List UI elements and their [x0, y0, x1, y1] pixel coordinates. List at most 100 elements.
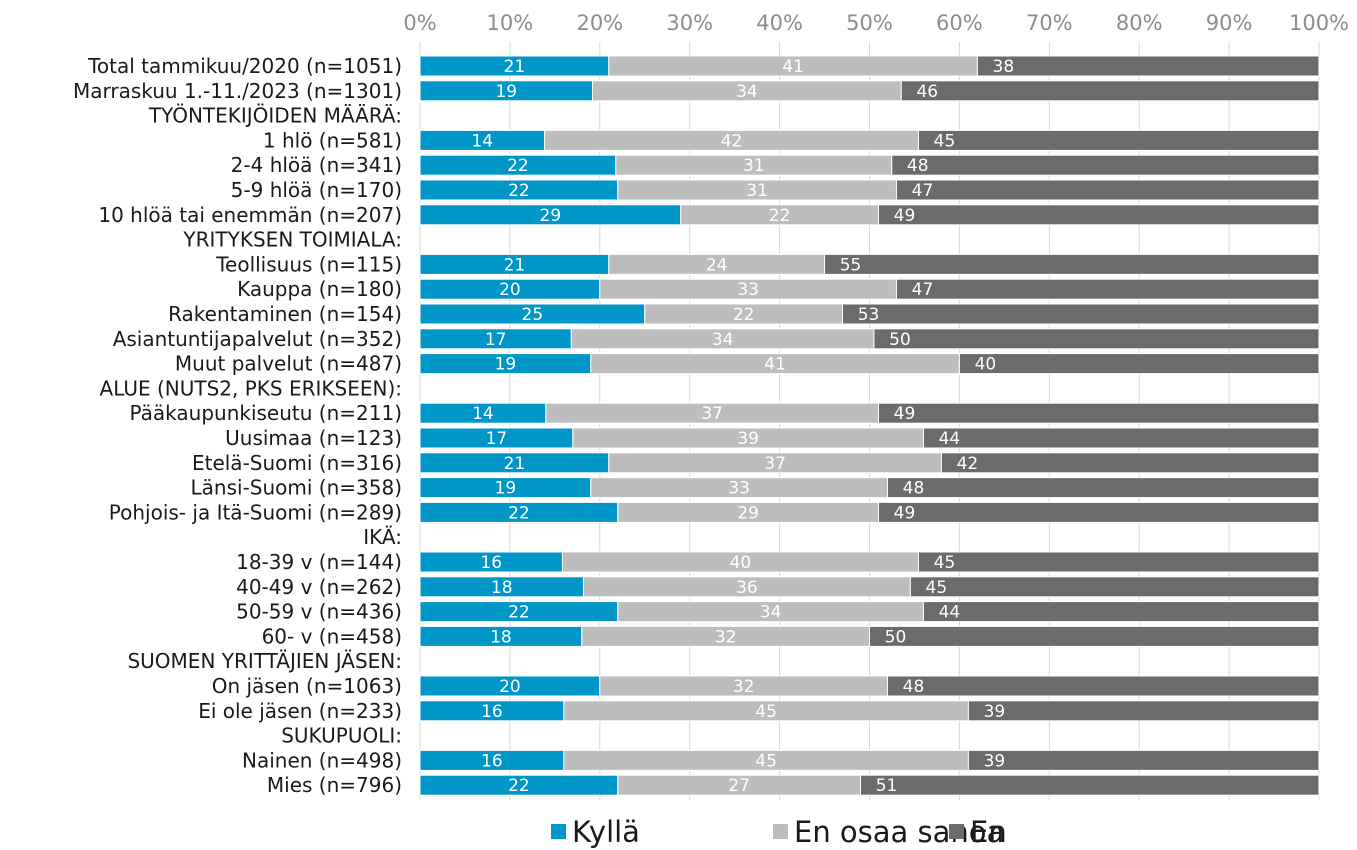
data-label: 14 — [472, 404, 494, 424]
bar-segment — [877, 204, 1320, 226]
data-label: 22 — [508, 181, 530, 201]
category-label: 10 hlöä tai enemmän (n=207) — [98, 203, 402, 227]
data-label: 22 — [508, 503, 530, 523]
data-label: 19 — [495, 479, 517, 499]
legend-swatch — [551, 824, 566, 839]
x-tick-label: 0% — [403, 11, 436, 35]
data-label: 42 — [721, 131, 743, 151]
category-label: On jäsen (n=1063) — [212, 674, 402, 698]
legend-label: En osaa sanoa — [794, 815, 1004, 849]
bar-segment — [842, 303, 1320, 325]
data-label: 41 — [782, 57, 804, 77]
category-label: Teollisuus (n=115) — [215, 252, 402, 276]
data-label: 29 — [737, 503, 759, 523]
data-label: 45 — [755, 751, 777, 771]
category-label: Ei ole jäsen (n=233) — [198, 699, 402, 723]
bar-segment — [860, 774, 1320, 796]
group-header-label: SUOMEN YRITTÄJIEN JÄSEN: — [127, 649, 402, 673]
category-label: Total tammikuu/2020 (n=1051) — [87, 54, 402, 78]
group-header-label: ALUE (NUTS2, PKS ERIKSEEN): — [100, 376, 402, 400]
category-label: 2-4 hlöä (n=341) — [231, 153, 402, 177]
data-label: 44 — [939, 429, 961, 449]
data-label: 48 — [907, 156, 929, 176]
bar-segment — [909, 576, 1320, 598]
data-label: 39 — [737, 429, 759, 449]
x-tick-label: 50% — [846, 11, 893, 35]
category-label: 5-9 hlöä (n=170) — [231, 178, 402, 202]
x-tick-label: 60% — [936, 11, 983, 35]
group-header-label: YRITYKSEN TOIMIALA: — [182, 228, 402, 252]
bar-segment — [917, 129, 1320, 151]
data-label: 20 — [499, 280, 521, 300]
bar-segment — [922, 601, 1320, 623]
data-label: 16 — [480, 553, 502, 573]
x-tick-label: 80% — [1116, 11, 1163, 35]
group-header-label: SUKUPUOLI: — [281, 724, 402, 748]
data-label: 31 — [743, 156, 765, 176]
bar-segment — [917, 551, 1320, 573]
legend-swatch — [773, 824, 788, 839]
category-label: Rakentaminen (n=154) — [168, 302, 402, 326]
category-label: Asiantuntijapalvelut (n=352) — [113, 327, 402, 351]
bar-segment — [967, 700, 1320, 722]
data-label: 34 — [712, 330, 734, 350]
data-label: 22 — [507, 156, 529, 176]
group-header-label: TYÖNTEKIJÖIDEN MÄÄRÄ: — [148, 104, 402, 128]
data-label: 33 — [737, 280, 759, 300]
category-label: Pohjois- ja Itä-Suomi (n=289) — [109, 500, 402, 524]
bar-segment — [976, 55, 1320, 77]
data-label: 40 — [975, 355, 997, 375]
data-label: 36 — [736, 578, 758, 598]
bar-segment — [940, 452, 1320, 474]
data-label: 27 — [728, 776, 750, 796]
x-tick-label: 70% — [1026, 11, 1073, 35]
data-label: 41 — [764, 355, 786, 375]
data-label: 49 — [894, 503, 916, 523]
data-label: 44 — [939, 603, 961, 623]
data-label: 39 — [984, 702, 1006, 722]
data-label: 45 — [934, 131, 956, 151]
data-label: 45 — [755, 702, 777, 722]
data-label: 22 — [508, 603, 530, 623]
bar-segment — [967, 749, 1320, 771]
legend-label: Kyllä — [572, 815, 640, 849]
x-tick-label: 30% — [666, 11, 713, 35]
data-label: 21 — [504, 57, 526, 77]
data-label: 51 — [876, 776, 898, 796]
bar-segment — [922, 427, 1320, 449]
data-label: 24 — [706, 255, 728, 275]
bar-segment — [824, 253, 1320, 275]
data-label: 29 — [540, 206, 562, 226]
group-header-label: IKÄ: — [363, 525, 402, 549]
data-label: 49 — [894, 206, 916, 226]
category-label: Pääkaupunkiseutu (n=211) — [129, 401, 402, 425]
data-label: 37 — [701, 404, 723, 424]
x-tick-label: 100% — [1289, 11, 1349, 35]
data-label: 17 — [486, 429, 508, 449]
data-label: 47 — [912, 280, 934, 300]
x-tick-label: 40% — [756, 11, 803, 35]
data-label: 14 — [471, 131, 493, 151]
bar-segment — [886, 675, 1320, 697]
bar-segment — [958, 353, 1320, 375]
category-label: Marraskuu 1.-11./2023 (n=1301) — [73, 79, 402, 103]
data-label: 45 — [934, 553, 956, 573]
data-label: 32 — [715, 627, 737, 647]
data-label: 50 — [889, 330, 911, 350]
data-label: 20 — [499, 677, 521, 697]
data-label: 49 — [894, 404, 916, 424]
data-label: 34 — [736, 82, 758, 102]
category-label: 40-49 v (n=262) — [236, 575, 402, 599]
bar-segment — [891, 154, 1320, 176]
category-label: Etelä-Suomi (n=316) — [192, 451, 402, 475]
bar-segment — [873, 328, 1320, 350]
bar-segment — [877, 501, 1320, 523]
data-label: 21 — [504, 454, 526, 474]
data-label: 38 — [993, 57, 1015, 77]
data-label: 19 — [495, 82, 517, 102]
bar-segment — [886, 477, 1320, 499]
bar-segment — [900, 80, 1320, 102]
x-axis-ticks: 0% 10% 20% 30% 40% 50% 60% 70% 80% 90% 100% — [403, 11, 1349, 35]
data-label: 34 — [760, 603, 782, 623]
